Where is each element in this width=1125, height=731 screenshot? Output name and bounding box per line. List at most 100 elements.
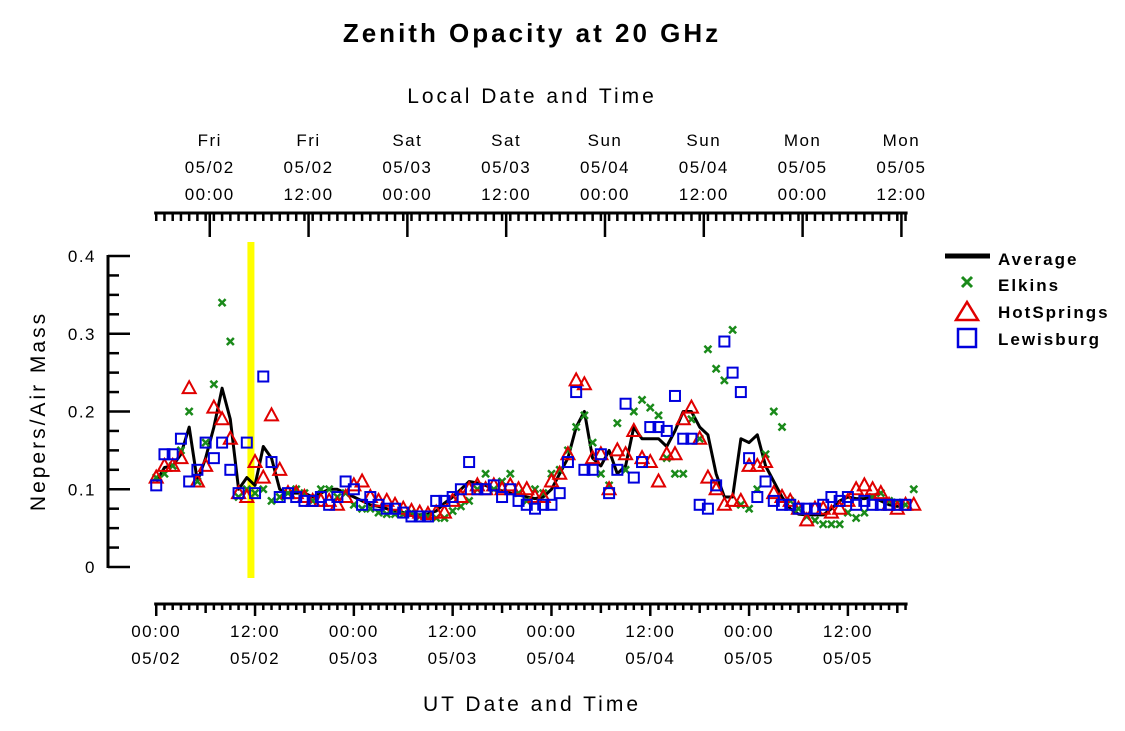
elkins-point [736,500,746,510]
lewisburg-point [619,397,632,410]
hotsprings-point [757,452,774,469]
lewisburg-point [257,370,270,383]
lewisburg-point [199,436,212,449]
top-tick-day: Sat [392,131,422,150]
lewisburg-point [438,494,451,507]
lewisburg-point [652,421,665,434]
lewisburg-point [594,448,607,461]
top-tick-date: 05/04 [679,158,729,177]
hotsprings-point [353,472,371,488]
lewisburg-point [529,502,541,515]
lewisburg-point [265,456,278,469]
lewisburg-point [693,498,706,511]
top-tick-day: Sat [491,131,521,150]
legend-average-label: Average [998,250,1078,269]
hotsprings-point [148,468,165,484]
bottom-tick-time: 00:00 [724,622,774,641]
legend: Average Elkins HotSprings Lewisburg [945,250,1108,349]
lewisburg-point [833,494,846,507]
hotsprings-point [535,487,552,504]
hotsprings-point [271,460,288,476]
lewisburg-point [545,498,558,511]
top-tick-time: 00:00 [580,185,630,204]
hotsprings-point [699,468,717,484]
lewisburg-point [405,510,418,523]
y-tick-label: 0.3 [68,325,96,344]
lewisburg-point [668,389,681,402]
elkins-point [827,519,836,529]
elkins-point [703,344,713,354]
hotsprings-point [798,511,815,527]
lewisburg-point [224,463,237,476]
lewisburg-point [578,463,591,476]
highlight-layer [247,242,255,578]
lewisburg-point [347,483,360,496]
bottom-tick-date: 05/04 [526,649,576,668]
elkins-point [250,488,260,498]
hotsprings-point [864,480,881,496]
hotsprings-point [576,375,593,391]
top-axis-title: Local Date and Time [407,85,657,108]
top-tick-time: 12:00 [284,185,334,204]
top-tick-day: Mon [883,131,921,150]
y-tick-label: 0.2 [68,403,96,422]
hotsprings-point [650,472,667,488]
lewisburg-point [586,463,599,476]
elkins-point [209,379,219,389]
lewisburg-point [701,502,714,515]
elkins-point [909,484,919,494]
lewisburg-point [685,432,698,445]
lewisburg-point [249,487,262,500]
lewisburg-point [166,448,179,461]
lewisburg-point [331,491,344,504]
top-tick-day: Fri [296,131,320,150]
lewisburg-point [660,424,673,437]
hotsprings-point [246,452,264,469]
elkins-point [654,411,663,420]
hotsprings-point [724,491,741,507]
lewisburg-point [290,491,303,504]
lewisburg-point [718,335,731,348]
hotsprings-point [543,472,560,488]
lewisburg-point [726,366,739,379]
elkins-point [835,519,845,529]
lewisburg-point [364,491,377,504]
elkins-point [448,506,458,516]
series-layer [148,298,922,529]
elkins-point [505,469,515,479]
bottom-tick-time: 00:00 [131,622,181,641]
top-tick-time: 00:00 [185,185,235,204]
lewisburg-point [734,386,747,399]
elkins-point [777,422,787,432]
hotsprings-point [740,456,758,472]
lewisburg-point [611,463,624,476]
hotsprings-point [625,421,642,437]
top-tick-date: 05/04 [580,158,630,177]
elkins-point [225,337,235,346]
lewisburg-point [454,483,467,496]
top-tick-day: Sun [588,131,623,150]
top-tick-date: 05/05 [876,158,926,177]
bottom-tick-date: 05/05 [823,649,873,668]
lewisburg-point [240,436,253,449]
elkins-point [662,453,672,463]
elkins-point [818,519,828,529]
lewisburg-point [174,432,187,445]
lewisburg-point [150,479,163,492]
lewisburg-point [463,456,476,469]
lewisburg-point [767,494,780,507]
bottom-tick-date: 05/03 [428,649,478,668]
hotsprings-point [658,445,675,461]
top-tick-date: 05/02 [284,158,334,177]
lewisburg-point [487,479,500,492]
lewisburg-point [841,491,854,504]
lewisburg-point [446,491,459,504]
top-tick-date: 05/05 [778,158,828,177]
hotsprings-point [263,406,280,422]
hotsprings-point [526,487,544,504]
hotsprings-point [156,456,173,472]
elkins-point [464,496,474,506]
top-tick-day: Fri [198,131,222,150]
y-tick-label: 0.4 [68,247,96,266]
